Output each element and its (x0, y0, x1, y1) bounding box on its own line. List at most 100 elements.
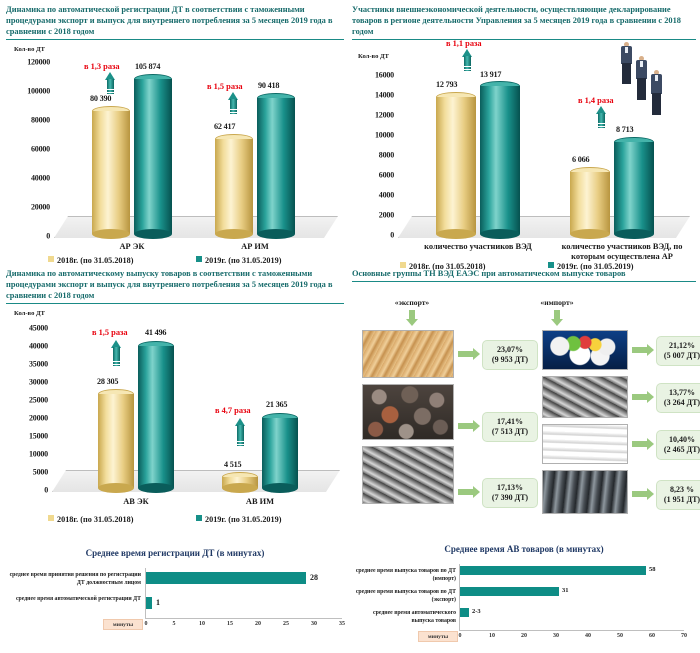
legend-2018: 2018г. (по 31.05.2018) (400, 262, 485, 271)
import-count-1: (5 007 ДТ) (663, 351, 700, 360)
arrow-stem (632, 441, 647, 447)
growth-arrow-ar-im (228, 92, 239, 114)
legend-2019: 2019г. (по 31.05.2019) (196, 256, 281, 265)
arrow-stem (458, 351, 473, 357)
export-percent-1: 23,07% (497, 344, 523, 354)
panel-auto-release-title: Динамика по автоматическому выпуску това… (6, 268, 344, 304)
y-tick: 35000 (28, 359, 48, 369)
legend-2019: 2019г. (по 31.05.2019) (196, 515, 281, 524)
arrow-head (406, 319, 418, 326)
panel-auto-registration-title: Динамика по автоматической регистрации Д… (6, 4, 344, 40)
growth-annotation-ar-im: в 1,5 раза (207, 82, 243, 91)
cylinder-body (134, 79, 172, 234)
person-figure (635, 56, 648, 100)
y-axis-line (145, 568, 146, 618)
legend-swatch-2018 (400, 262, 406, 268)
panel-auto-registration: Динамика по автоматической регистрации Д… (6, 4, 344, 266)
cylinder-body (138, 346, 174, 488)
x-axis-line (459, 630, 684, 631)
bar-category-label-2: среднее время автоматической регистрации… (15, 596, 141, 602)
category-label-ar-im: АР ИМ (241, 242, 269, 251)
y-axis-title: Кол-во ДТ (14, 46, 45, 53)
import-arrow-2-icon (632, 391, 654, 403)
legend-swatch-2018 (48, 515, 54, 521)
x-tick: 50 (617, 633, 623, 639)
chart-auto-release: Кол-во ДТ 45000 40000 35000 30000 25000 … (6, 310, 344, 540)
person-shirt (655, 75, 658, 81)
y-tick: 25000 (28, 395, 48, 405)
export-percent-2: 17,41% (497, 416, 523, 426)
category-label-av-im: АВ ИМ (245, 497, 275, 506)
value-label-2019-av-im: 21 365 (266, 400, 288, 409)
arrow-dash (107, 91, 114, 93)
import-badge-2: 13,77% (3 264 ДТ) (656, 383, 700, 413)
lumber-photo (362, 330, 454, 378)
arrow-head (596, 106, 606, 114)
growth-arrow-av-im (235, 418, 246, 446)
chart-ved-participants: Кол-во ДТ 16000 14000 12000 10000 8000 6… (352, 39, 696, 271)
bar-auto-registration (146, 597, 152, 609)
growth-annotation-ved-count: в 1,1 раза (446, 39, 482, 48)
import-percent-2: 13,77% (669, 387, 695, 397)
arrow-stem (464, 56, 471, 71)
panel-ved-participants-title: Участники внешнеэкономической деятельнос… (352, 4, 696, 40)
value-label-2018-ved-count: 12 793 (436, 80, 458, 89)
bar-value-auto-registration: 1 (156, 598, 160, 607)
avg-release-time-title: Среднее время АВ товаров (в минутах) (444, 544, 604, 554)
x-tick: 25 (283, 621, 289, 627)
cylinder-bottom (98, 483, 134, 493)
export-column-label: «экспорт» (394, 298, 430, 307)
bar-2019-av-ek (138, 341, 174, 493)
export-count-2: (7 513 ДТ) (491, 427, 529, 436)
arrow-dash (237, 440, 244, 442)
bar-2018-ved-count (436, 92, 476, 239)
arrow-dash (107, 88, 114, 90)
y-tick: 20000 (30, 202, 50, 212)
cylinder-body (480, 86, 520, 234)
person-legs (652, 93, 661, 115)
import-badge-1: 21,12% (5 007 ДТ) (656, 336, 700, 366)
arrow-stem (632, 347, 647, 353)
category-label-ved-ar: количество участников ВЭД, по которым ос… (561, 242, 683, 261)
legend-label-2019: 2019г. (по 31.05.2019) (205, 515, 282, 524)
arrow-dash (598, 122, 605, 124)
growth-annotation-av-ek: в 1,5 раза (92, 328, 128, 337)
bar-2019-ar-ek (134, 74, 172, 239)
title-underline (6, 303, 344, 304)
bar-value-release-import: 58 (649, 566, 656, 573)
y-tick: 30000 (28, 377, 48, 387)
export-badge-2: 17,41% (7 513 ДТ) (482, 412, 538, 442)
panel-tnved-groups: Основные группы ТН ВЭД ЕАЭС при автомати… (352, 268, 700, 540)
title-underline (352, 281, 696, 282)
arrow-stem (409, 310, 415, 319)
cylinder-bottom (138, 483, 174, 493)
bar-value-auto-release: 2-3 (472, 608, 481, 615)
value-label-2018-av-ek: 28 305 (97, 377, 119, 386)
y-tick: 15000 (28, 431, 48, 441)
x-tick: 30 (311, 621, 317, 627)
metal-bars-photo (542, 470, 628, 514)
bar-category-label-1: среднее время принятия решения по регист… (9, 572, 141, 586)
bar-2019-ved-ar (614, 137, 654, 239)
y-tick: 12000 (374, 110, 394, 120)
x-tick: 0 (144, 621, 148, 627)
y-tick: 0 (46, 231, 50, 241)
export-arrow-2-icon (458, 420, 480, 432)
bar-value-manual-registration: 28 (310, 573, 318, 582)
arrow-stem (632, 394, 647, 400)
x-tick: 5 (172, 621, 176, 627)
plastic-bottles-photo (542, 330, 628, 370)
category-label-av-ek: АВ ЭК (123, 497, 149, 506)
tnved-body: «экспорт» «импорт» 23,07% (9 953 ДТ (352, 298, 700, 540)
bar-2019-ar-im (257, 93, 295, 239)
person-torso (621, 46, 632, 64)
arrow-stem (458, 423, 473, 429)
x-tick: 0 (458, 633, 462, 639)
person-figure (650, 70, 663, 115)
import-percent-4: 8,23 % (670, 484, 694, 494)
value-label-2019-ved-count: 13 917 (480, 70, 502, 79)
export-badge-3: 17,13% (7 390 ДТ) (482, 478, 538, 508)
bar-value-release-export: 31 (562, 587, 569, 594)
arrow-head (111, 340, 121, 348)
y-tick: 60000 (30, 144, 50, 154)
